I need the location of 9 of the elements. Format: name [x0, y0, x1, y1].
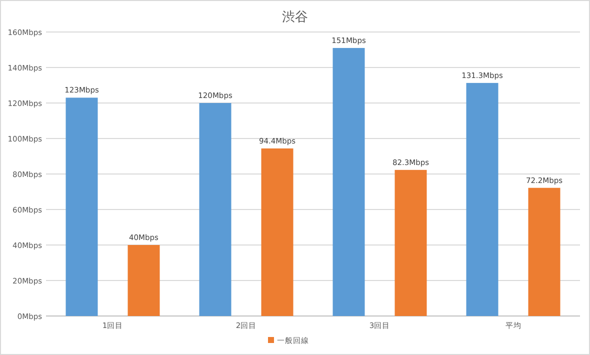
bar — [261, 148, 294, 316]
bar — [528, 188, 560, 316]
bar — [332, 48, 365, 316]
bar — [466, 82, 498, 316]
bar — [199, 103, 232, 316]
chart-title: 渋谷 — [282, 10, 308, 25]
bar — [394, 170, 427, 316]
bar — [128, 245, 160, 316]
bar — [66, 98, 98, 316]
